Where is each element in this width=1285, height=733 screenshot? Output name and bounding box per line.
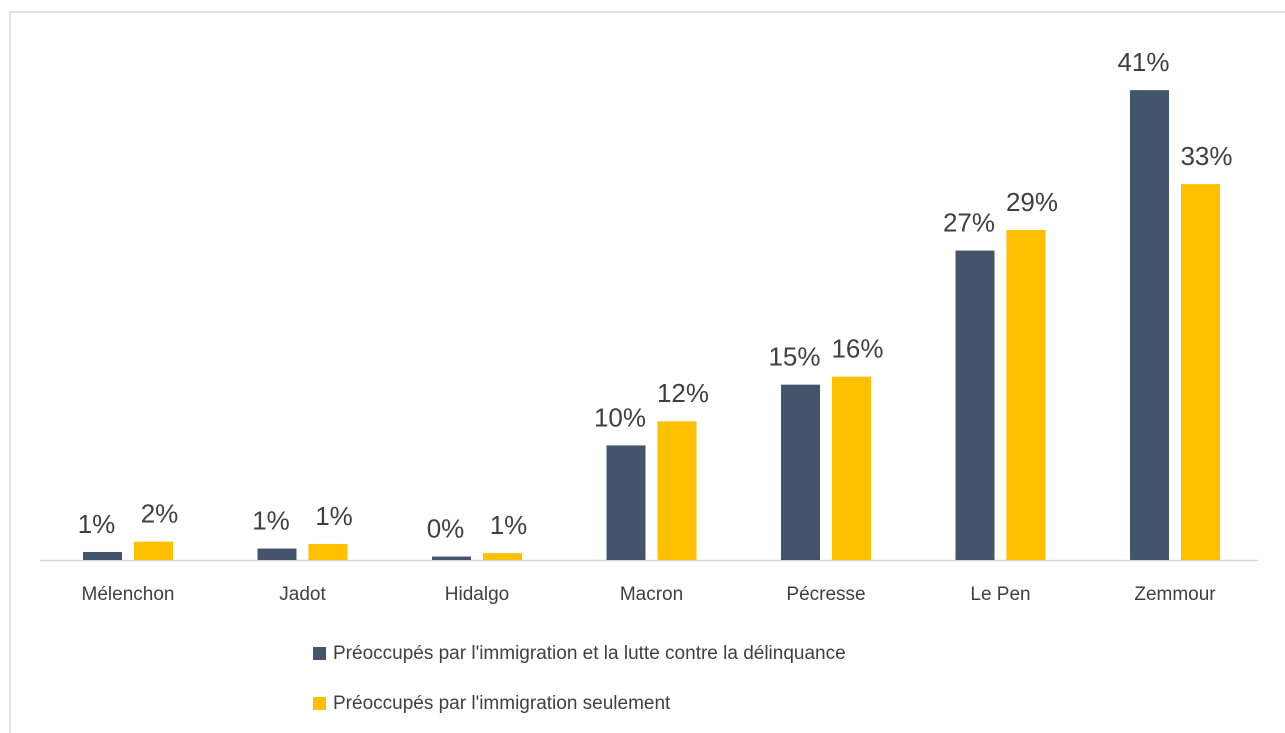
x-tick-label: Jadot xyxy=(279,584,326,605)
data-label: 1% xyxy=(490,510,528,540)
data-label: 1% xyxy=(252,505,290,535)
x-tick-label: Hidalgo xyxy=(445,584,509,605)
chart-frame xyxy=(9,11,1285,733)
bar xyxy=(134,541,173,560)
x-tick-label: Mélenchon xyxy=(82,584,175,605)
bar xyxy=(432,556,471,560)
x-tick-label: Macron xyxy=(620,584,683,605)
bar xyxy=(606,445,646,560)
data-label: 41% xyxy=(1117,47,1169,77)
legend-swatch xyxy=(313,697,326,710)
legend-label: Préoccupés par l'immigration seulement xyxy=(333,693,671,714)
bar xyxy=(1130,90,1169,560)
bar xyxy=(1181,184,1220,560)
data-label: 29% xyxy=(1006,187,1058,217)
bar xyxy=(83,551,122,560)
bar xyxy=(832,376,871,560)
bar xyxy=(257,548,297,560)
data-label: 12% xyxy=(657,378,709,408)
data-label: 27% xyxy=(943,207,995,237)
bar xyxy=(483,553,522,560)
data-label: 1% xyxy=(78,509,116,539)
data-label: 33% xyxy=(1180,141,1232,171)
data-label: 10% xyxy=(594,402,646,432)
data-label: 0% xyxy=(427,513,465,543)
bar xyxy=(1006,229,1046,560)
data-label: 16% xyxy=(831,334,883,364)
x-tick-label: Pécresse xyxy=(786,584,865,605)
bar xyxy=(308,543,348,560)
legend-label: Préoccupés par l'immigration et la lutte… xyxy=(333,643,846,664)
bar xyxy=(657,421,697,560)
data-label: 15% xyxy=(768,342,820,372)
x-tick-label: Zemmour xyxy=(1134,584,1216,605)
data-label: 2% xyxy=(141,499,179,529)
bar xyxy=(955,250,995,560)
x-tick-label: Le Pen xyxy=(970,584,1030,605)
data-label: 1% xyxy=(315,501,353,531)
legend-swatch xyxy=(313,647,326,660)
bar xyxy=(781,384,820,560)
